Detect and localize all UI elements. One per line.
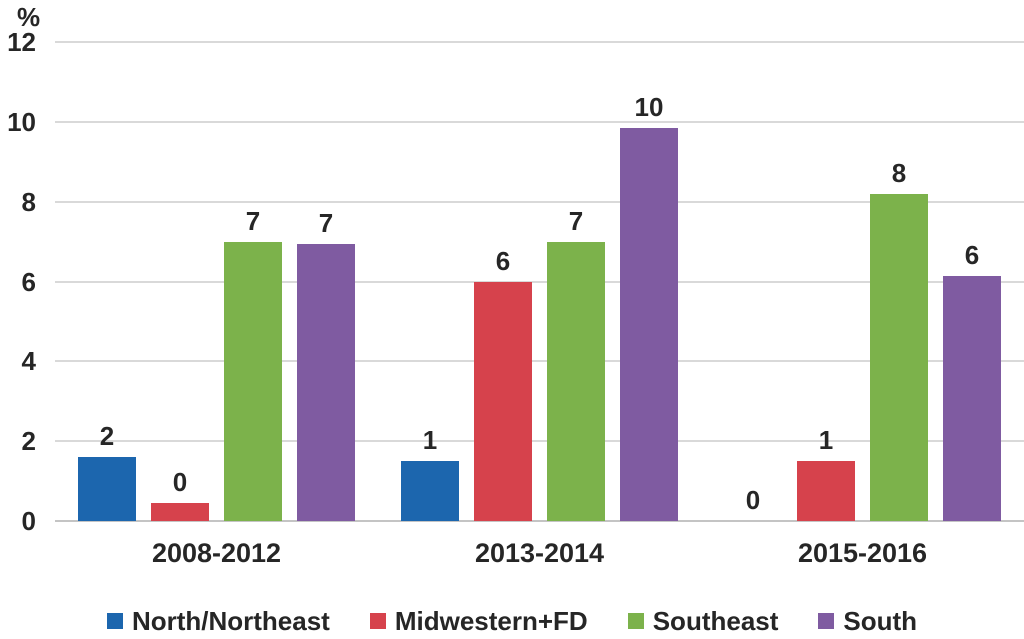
bar-southeast-2015-2016: 8 (870, 160, 928, 521)
bar-group-2015-2016: 0 1 8 6 (701, 42, 1024, 521)
gridline-y-8 (55, 200, 1024, 203)
bar-midwestern-fd-2008-2012: 0 (151, 469, 209, 521)
bar-groups: 2 0 7 7 1 6 7 10 0 1 8 6 (55, 42, 1024, 521)
y-tick-label-0: 0 (21, 506, 36, 536)
y-tick-label-12: 12 (7, 27, 36, 57)
y-axis-tick-labels: 0 2 4 6 8 10 12 (0, 0, 38, 639)
gridline-y-10 (55, 120, 1024, 123)
legend-label-south: South (843, 606, 918, 636)
x-axis-category-labels: 2008-2012 2013-2014 2015-2016 (55, 538, 1024, 569)
y-tick-label-8: 8 (21, 186, 36, 217)
bar-value-label: 10 (634, 91, 664, 122)
legend-swatch-southeast (627, 613, 644, 629)
bar-value-label: 6 (495, 245, 511, 276)
legend-item-midwestern-fd: Midwestern+FD (369, 606, 588, 636)
legend-swatch-north-northeast (106, 613, 123, 629)
x-tick-label-2015-2016: 2015-2016 (797, 538, 928, 568)
bar-value-label: 6 (964, 239, 980, 270)
bar-group-2013-2014: 1 6 7 10 (378, 42, 701, 521)
bar-value-label: 0 (745, 485, 761, 515)
y-axis-unit-label: % (17, 2, 41, 32)
x-tick-label-2013-2014: 2013-2014 (474, 538, 605, 568)
bar-south-2008-2012: 7 (297, 210, 355, 521)
legend-item-north-northeast: North/Northeast (106, 606, 330, 636)
gridline-y-12 (55, 41, 1024, 43)
bar-southeast-2008-2012: 7 (224, 208, 282, 521)
bar-north-northeast-2013-2014: 1 (401, 427, 459, 521)
legend-swatch-midwestern-fd (369, 613, 386, 629)
gridline-y-2 (55, 440, 1024, 443)
gridline-y-4 (55, 360, 1024, 363)
y-tick-label-2: 2 (21, 426, 36, 457)
x-tick-label-2008-2012: 2008-2012 (151, 538, 282, 568)
legend-label-midwestern-fd: Midwestern+FD (394, 606, 588, 636)
legend-item-southeast: Southeast (627, 606, 779, 636)
legend-item-south: South (818, 608, 917, 634)
y-tick-label-10: 10 (7, 106, 36, 137)
bar-south-2015-2016: 6 (943, 242, 1001, 521)
plot-area: 2 0 7 7 1 6 7 10 0 1 8 6 (55, 41, 1024, 522)
x-axis-line (55, 520, 1024, 522)
legend-label-southeast: Southeast (652, 606, 779, 636)
bar-value-label: 2 (99, 421, 115, 452)
bar-value-label: 1 (422, 425, 438, 456)
bar-north-northeast-2008-2012: 2 (78, 423, 136, 521)
bar-value-label: 7 (318, 207, 334, 238)
bar-midwestern-fd-2013-2014: 6 (474, 248, 532, 521)
legend-label-north-northeast: North/Northeast (131, 606, 330, 636)
bar-value-label: 8 (891, 157, 907, 188)
bar-value-label: 0 (172, 467, 188, 498)
y-tick-label-4: 4 (21, 346, 36, 377)
bar-value-label: 1 (818, 425, 834, 456)
bar-midwestern-fd-2015-2016: 1 (797, 427, 855, 521)
legend-swatch-south (818, 613, 835, 629)
bar-value-label: 7 (568, 205, 584, 236)
legend: North/Northeast Midwestern+FD Southeast Sou… (0, 608, 1024, 634)
bar-south-2013-2014: 10 (620, 94, 678, 521)
y-tick-label-6: 6 (21, 266, 36, 297)
bar-value-label: 7 (245, 205, 261, 236)
gridline-y-6 (55, 280, 1024, 283)
bar-southeast-2013-2014: 7 (547, 208, 605, 521)
